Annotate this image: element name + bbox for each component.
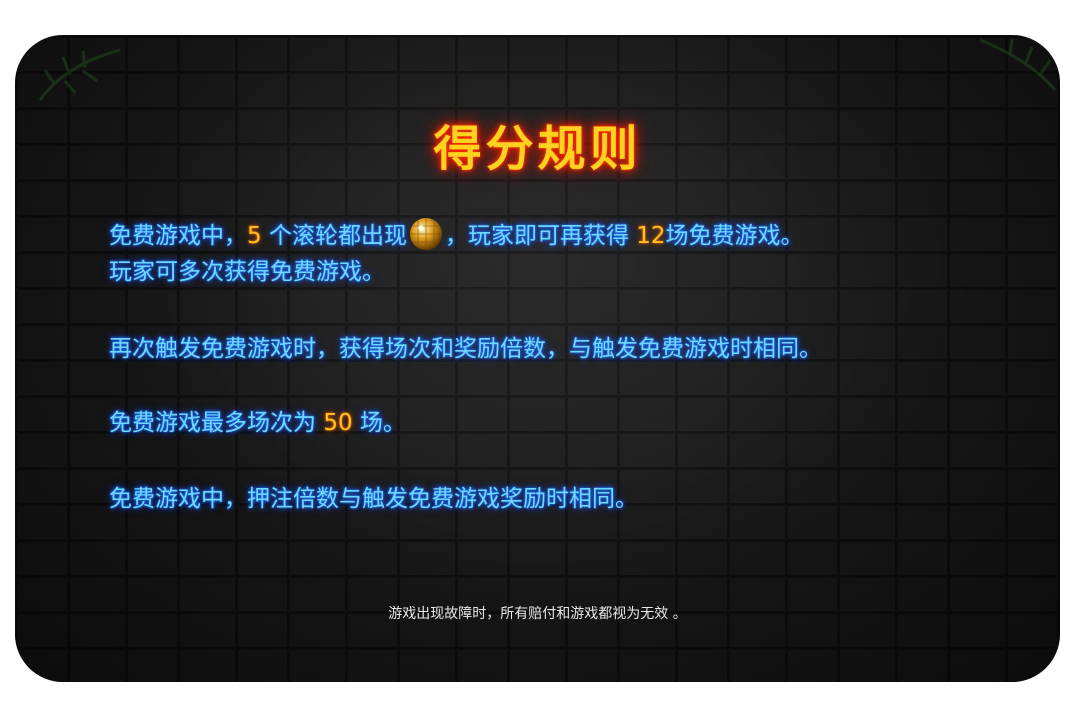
rules-panel: 得分规则 免费游戏中，5 个滚轮都出现 ，玩家即可再获得 12场免费游戏。 玩家… (15, 35, 1060, 682)
leaf-decoration-icon (38, 48, 121, 101)
rule-text: 场。 (352, 410, 406, 436)
rule-paragraph-1: 免费游戏中，5 个滚轮都出现 ，玩家即可再获得 12场免费游戏。 玩家可多次获得… (109, 217, 1029, 290)
rule-paragraph-4: 免费游戏中，押注倍数与触发免费游戏奖励时相同。 (109, 486, 638, 512)
disclaimer-text: 游戏出现故障时，所有赔付和游戏都视为无效 。 (388, 606, 687, 622)
page-title: 得分规则 (433, 121, 642, 177)
free-games-count: 12 (636, 223, 666, 249)
rule-text: 场免费游戏。 (665, 223, 804, 249)
rule-text: 个滚轮都出现 (261, 223, 407, 249)
disco-ball-icon (409, 218, 442, 250)
rule-1-line-1: 免费游戏中，5 个滚轮都出现 ，玩家即可再获得 12场免费游戏。 (109, 217, 1029, 254)
max-games-count: 50 (323, 410, 353, 436)
rule-text: 免费游戏中， (109, 223, 247, 249)
leaf-decoration-icon (979, 38, 1057, 91)
rule-text: 免费游戏最多场次为 (109, 410, 324, 436)
rule-paragraph-2: 再次触发免费游戏时，获得场次和奖励倍数，与触发免费游戏时相同。 (109, 336, 822, 362)
rule-text: ，玩家即可再获得 (444, 223, 637, 249)
reel-count: 5 (247, 223, 262, 249)
rule-1-line-2: 玩家可多次获得免费游戏。 (109, 259, 385, 285)
rule-paragraph-3: 免费游戏最多场次为 50 场。 (109, 405, 1029, 441)
